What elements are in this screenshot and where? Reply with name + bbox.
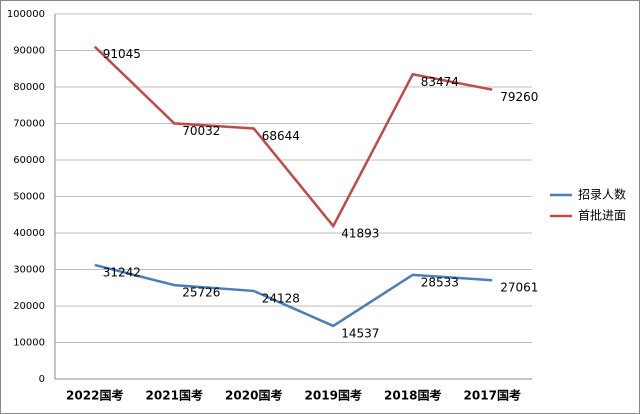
data-label: 70032 bbox=[182, 124, 220, 138]
x-tick-label: 2017国考 bbox=[464, 388, 521, 403]
data-label: 14537 bbox=[341, 326, 379, 340]
x-tick-label: 2022国考 bbox=[66, 388, 123, 403]
x-tick-label: 2018国考 bbox=[384, 388, 441, 403]
data-label: 91045 bbox=[103, 47, 141, 61]
data-label: 41893 bbox=[341, 227, 379, 241]
data-label: 79260 bbox=[500, 90, 538, 104]
data-label: 27061 bbox=[500, 281, 538, 295]
y-tick-label: 10000 bbox=[13, 338, 45, 349]
data-label: 25726 bbox=[182, 286, 220, 300]
data-label: 24128 bbox=[262, 291, 300, 305]
data-label: 28533 bbox=[421, 275, 459, 289]
legend-label: 首批进面 bbox=[578, 208, 626, 223]
series-line bbox=[93, 45, 493, 229]
legend-label: 招录人数 bbox=[578, 187, 626, 202]
series-line bbox=[94, 263, 493, 328]
y-tick-label: 100000 bbox=[7, 9, 45, 20]
data-label: 68644 bbox=[262, 129, 300, 143]
y-tick-label: 0 bbox=[39, 374, 45, 385]
y-tick-label: 80000 bbox=[13, 82, 45, 93]
data-label: 31242 bbox=[103, 265, 141, 279]
x-tick-label: 2020国考 bbox=[225, 388, 282, 403]
y-tick-label: 40000 bbox=[13, 228, 45, 239]
x-tick-label: 2021国考 bbox=[146, 388, 203, 403]
y-tick-label: 90000 bbox=[13, 46, 45, 57]
y-tick-label: 20000 bbox=[13, 301, 45, 312]
y-tick-label: 50000 bbox=[13, 192, 45, 203]
data-label: 83474 bbox=[421, 75, 459, 89]
y-tick-label: 30000 bbox=[13, 265, 45, 276]
y-tick-label: 60000 bbox=[13, 155, 45, 166]
y-tick-label: 70000 bbox=[13, 119, 45, 130]
x-tick-label: 2019国考 bbox=[305, 388, 362, 403]
